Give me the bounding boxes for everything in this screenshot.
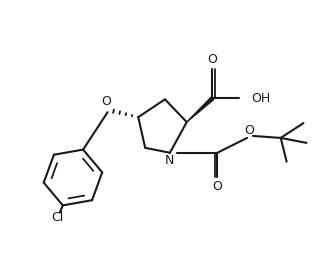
- Text: Cl: Cl: [52, 211, 64, 224]
- Text: O: O: [102, 95, 111, 108]
- Text: O: O: [244, 125, 254, 138]
- Text: OH: OH: [251, 92, 270, 105]
- Polygon shape: [187, 97, 214, 122]
- Text: O: O: [213, 180, 222, 193]
- Text: N: N: [165, 154, 175, 167]
- Text: O: O: [208, 53, 217, 66]
